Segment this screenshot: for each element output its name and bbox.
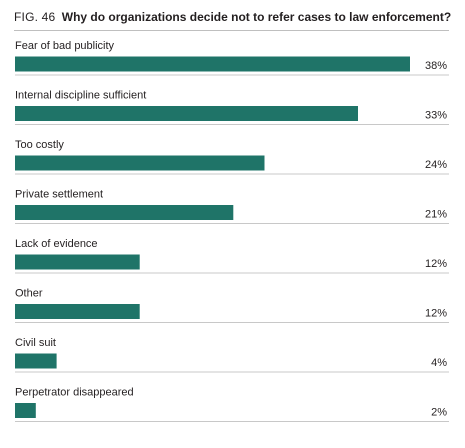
bar xyxy=(15,353,57,369)
category-label: Too costly xyxy=(15,139,64,151)
title-divider xyxy=(14,30,449,31)
figure-title-text: Why do organizations decide not to refer… xyxy=(61,10,452,24)
bar xyxy=(15,155,265,171)
bar xyxy=(15,205,234,220)
figure-number: FIG. 46 xyxy=(14,10,56,24)
category-label: Other xyxy=(15,288,43,300)
value-label: 33% xyxy=(425,110,447,122)
value-label: 12% xyxy=(425,308,447,320)
category-label: Private settlement xyxy=(15,189,103,201)
value-label: 4% xyxy=(431,357,447,369)
bar xyxy=(15,254,140,270)
bar xyxy=(15,56,410,72)
bar xyxy=(15,403,36,418)
value-label: 24% xyxy=(425,159,447,171)
category-label: Lack of evidence xyxy=(15,238,98,250)
value-label: 38% xyxy=(425,60,447,72)
category-label: Perpetrator disappeared xyxy=(15,387,134,399)
bar xyxy=(15,304,140,319)
category-label: Internal discipline sufficient xyxy=(15,90,146,102)
category-label: Fear of bad publicity xyxy=(15,40,115,52)
value-label: 21% xyxy=(425,209,447,221)
value-label: 12% xyxy=(425,258,447,270)
bar xyxy=(15,106,358,121)
figure-title: FIG. 46 Why do organizations decide not … xyxy=(14,9,459,25)
category-label: Civil suit xyxy=(15,337,56,349)
value-label: 2% xyxy=(431,407,447,419)
